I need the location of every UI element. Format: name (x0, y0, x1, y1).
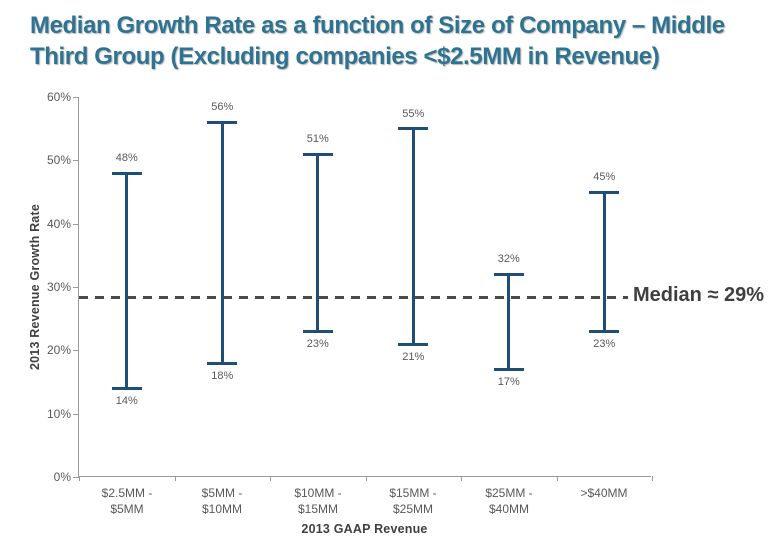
x-tick-mark (175, 476, 176, 481)
range-bar-cap-high (398, 127, 429, 131)
value-label-low: 17% (497, 376, 520, 389)
range-bar-cap-high (493, 272, 524, 276)
x-tick-mark (79, 476, 80, 481)
range-bar-cap-high (589, 190, 620, 194)
y-tick-label: 50% (46, 153, 71, 168)
value-label-high: 45% (593, 171, 616, 183)
range-bar-cap-low (207, 361, 238, 365)
range-bar-stem (125, 173, 129, 389)
y-tick-mark (73, 413, 79, 415)
range-bar-stem (507, 274, 511, 370)
y-tick-mark (73, 223, 79, 225)
range-bar-stem (411, 128, 415, 344)
y-tick-mark (73, 350, 79, 352)
range-bar-cap-low (493, 367, 524, 371)
value-label-high: 48% (115, 152, 138, 164)
x-tick-mark (461, 476, 462, 481)
y-tick-label: 60% (46, 90, 71, 104)
x-tick-label: $10MM - $15MM (294, 486, 342, 516)
x-tick-label: $25MM - $40MM (485, 486, 533, 516)
x-tick-label: $15MM - $25MM (389, 486, 437, 516)
x-tick-label: $5MM - $10MM (201, 486, 243, 516)
range-bar-cap-high (111, 171, 142, 175)
value-label-low: 23% (593, 338, 616, 351)
range-bar-stem (220, 122, 224, 363)
x-tick-mark (557, 476, 558, 481)
value-label-high: 55% (402, 107, 425, 120)
range-bar-stem (316, 154, 320, 332)
median-annotation: Median ≈ 29% (633, 284, 765, 306)
value-label-high: 56% (211, 101, 234, 114)
chart-title: Median Growth Rate as a function of Size… (30, 12, 725, 70)
x-tick-mark (366, 476, 367, 481)
value-label-low: 21% (402, 351, 425, 363)
range-bar-cap-low (398, 342, 429, 346)
x-axis-title: 2013 GAAP Revenue (301, 522, 428, 536)
x-tick-label: $2.5MM - $5MM (101, 486, 153, 516)
range-bar-stem (602, 192, 606, 332)
median-line (79, 296, 628, 300)
y-tick-label: 20% (46, 343, 71, 358)
y-tick-label: 10% (46, 406, 71, 421)
range-bar-cap-high (302, 152, 333, 156)
y-tick-label: 30% (46, 280, 71, 294)
value-label-high: 32% (497, 253, 520, 266)
range-bar-cap-low (111, 386, 142, 390)
x-tick-mark (652, 476, 653, 481)
x-tick-label: >$40MM (580, 486, 628, 500)
value-label-low: 23% (306, 338, 329, 351)
value-label-high: 51% (306, 133, 329, 145)
y-tick-mark (73, 477, 79, 478)
x-tick-mark (270, 476, 271, 481)
plot-area: 0% 10% 20% 30% 40% 50% 60% $2.5MM - $5MM $5MM - … (47, 90, 653, 516)
y-tick-mark (73, 287, 79, 288)
value-label-low: 18% (211, 370, 234, 382)
y-tick-mark (73, 160, 79, 162)
y-tick-mark (73, 97, 79, 98)
range-bar-cap-low (589, 329, 620, 333)
y-tick-label: 40% (46, 216, 71, 231)
value-label-low: 14% (115, 395, 138, 408)
y-tick-label: 0% (53, 470, 71, 484)
range-bar-cap-high (207, 120, 238, 124)
range-bar-cap-low (302, 329, 333, 333)
